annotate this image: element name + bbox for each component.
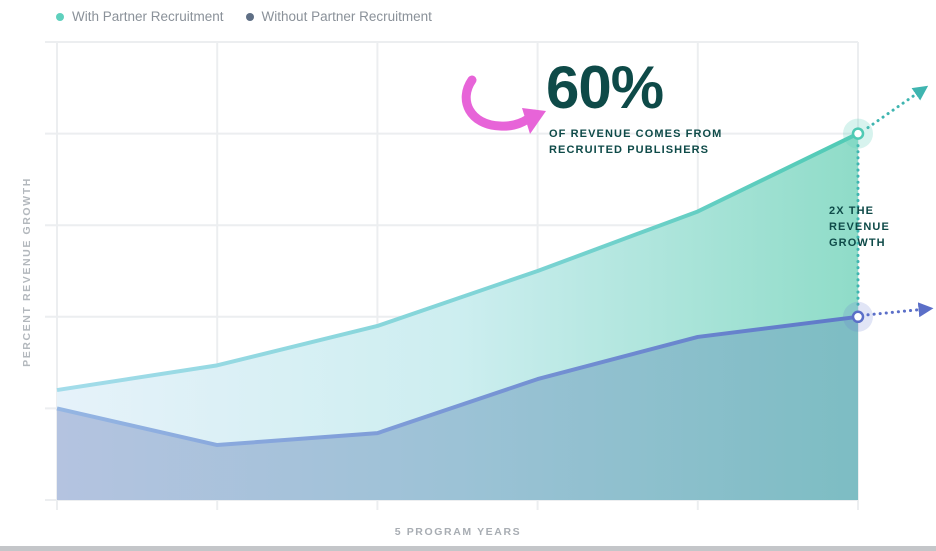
callout-percentage: 60% <box>546 54 664 121</box>
curved-arrow-icon <box>461 75 539 131</box>
legend-label-with-recruitment: With Partner Recruitment <box>72 9 224 24</box>
legend-item-with-recruitment: With Partner Recruitment <box>56 9 224 24</box>
callout-description: OF REVENUE COMES FROM RECRUITED PUBLISHE… <box>549 128 723 156</box>
y-axis-label: PERCENT REVENUE GROWTH <box>21 177 33 367</box>
legend-dot-with-icon <box>56 12 64 21</box>
curved-arrow-head-icon <box>522 108 546 134</box>
legend-item-without-recruitment: Without Partner Recruitment <box>245 9 432 24</box>
projection-arrow-with-icon <box>866 85 929 130</box>
projection-arrow-without-icon <box>866 302 934 318</box>
endpoint-marker-with <box>851 127 865 140</box>
area-without-recruitment <box>57 316 858 500</box>
growth-annotation: 2X THE REVENUE GROWTH <box>829 205 890 249</box>
legend: With Partner Recruitment Without Partner… <box>56 9 432 24</box>
line-with-recruitment <box>56 131 859 393</box>
endpoint-marker-without <box>851 310 865 324</box>
x-axis-label: 5 PROGRAM YEARS <box>394 526 522 538</box>
legend-dot-without-icon <box>245 12 254 21</box>
line-without-recruitment <box>56 314 859 448</box>
bottom-divider <box>0 546 936 551</box>
legend-label-without-recruitment: Without Partner Recruitment <box>261 9 432 24</box>
